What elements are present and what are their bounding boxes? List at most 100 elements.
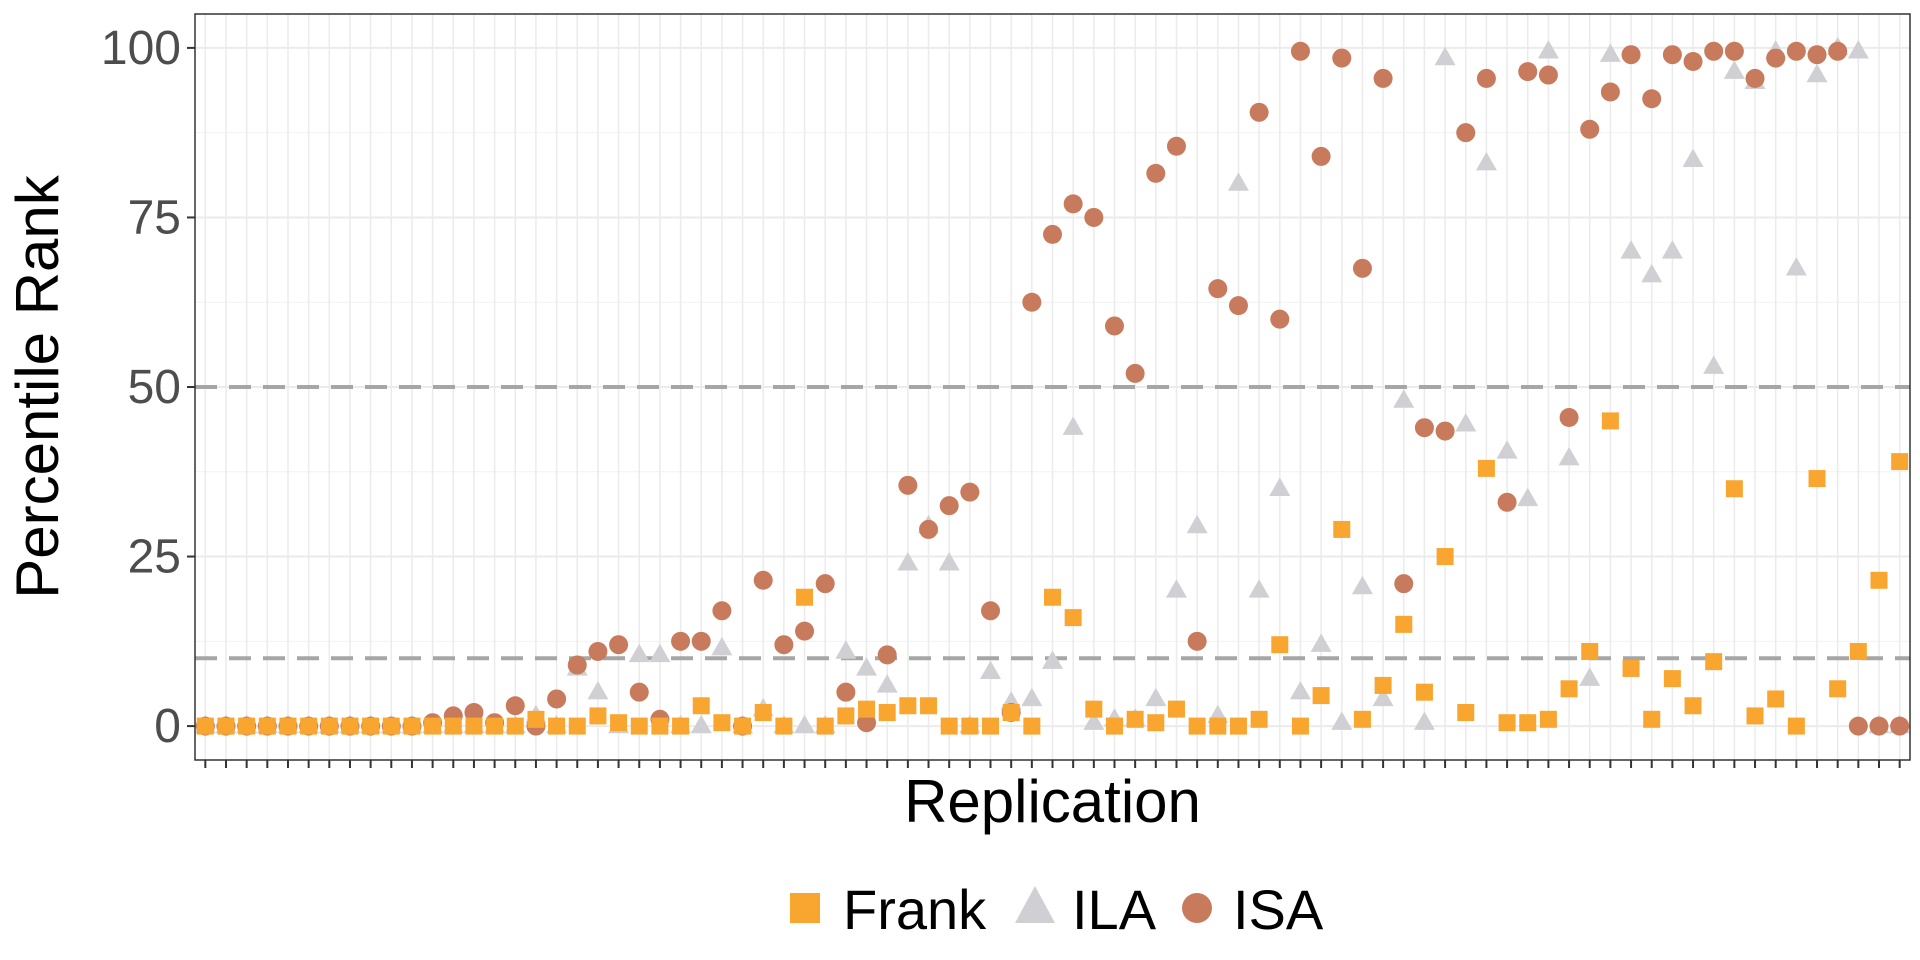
point-isa — [1538, 65, 1558, 85]
point-frank — [320, 717, 338, 735]
point-frank — [279, 717, 297, 735]
point-isa — [1084, 207, 1104, 227]
point-isa — [1869, 716, 1889, 736]
point-frank — [1684, 697, 1702, 715]
point-ila — [1165, 579, 1187, 598]
point-frank — [1044, 588, 1061, 606]
point-ila — [1517, 487, 1539, 507]
point-isa — [960, 482, 980, 502]
point-frank — [1209, 717, 1227, 735]
point-ila — [1682, 148, 1704, 168]
point-frank — [1498, 714, 1516, 732]
point-ila — [1558, 447, 1580, 466]
point-frank — [1229, 717, 1247, 735]
point-isa — [1642, 89, 1662, 109]
point-ila — [1083, 711, 1105, 730]
point-frank — [878, 704, 896, 722]
point-isa — [671, 631, 691, 651]
point-frank — [548, 717, 566, 735]
point-frank — [444, 717, 462, 735]
point-frank — [1333, 520, 1351, 538]
point-frank — [1560, 680, 1578, 698]
point-frank — [1519, 714, 1537, 732]
point-isa — [836, 682, 856, 702]
legend-label-ila: ILA — [1072, 878, 1157, 941]
point-isa — [1662, 45, 1682, 65]
point-ila — [1537, 40, 1559, 59]
point-isa — [1724, 41, 1744, 61]
point-isa — [1786, 41, 1806, 61]
point-ila — [1248, 579, 1270, 598]
point-isa — [1063, 194, 1083, 214]
point-isa — [774, 635, 794, 655]
point-frank — [1291, 717, 1309, 735]
point-ila — [690, 714, 712, 734]
point-frank — [1085, 700, 1103, 718]
legend-marker-frank — [790, 893, 820, 923]
point-ila — [1620, 240, 1642, 259]
y-tick-label: 100 — [101, 22, 181, 75]
point-frank — [1064, 609, 1082, 627]
point-isa — [1807, 45, 1827, 65]
point-frank — [1147, 714, 1165, 732]
point-isa — [795, 621, 815, 641]
point-isa — [1187, 631, 1207, 651]
point-ila — [587, 680, 609, 700]
point-ila — [1227, 172, 1249, 191]
point-frank — [403, 717, 421, 735]
point-ila — [1289, 680, 1311, 700]
point-frank — [568, 717, 586, 735]
point-frank — [630, 717, 648, 735]
x-axis-title: Replication — [904, 768, 1201, 835]
point-frank — [858, 700, 876, 718]
point-frank — [692, 697, 710, 715]
y-tick-label: 50 — [128, 361, 181, 414]
point-frank — [1746, 707, 1764, 725]
point-frank — [713, 714, 731, 732]
point-frank — [982, 717, 1000, 735]
point-isa — [1745, 68, 1765, 88]
point-ila — [1062, 416, 1084, 435]
point-frank — [796, 588, 814, 606]
point-frank — [775, 717, 793, 735]
point-isa — [1559, 408, 1579, 428]
point-ila — [1599, 43, 1621, 62]
point-frank — [506, 717, 524, 735]
point-frank — [1663, 670, 1681, 688]
point-isa — [1766, 48, 1786, 68]
point-isa — [547, 689, 567, 709]
point-isa — [609, 635, 629, 655]
point-isa — [712, 601, 732, 621]
point-isa — [629, 682, 649, 702]
point-frank — [1457, 704, 1475, 722]
point-ila — [794, 714, 816, 734]
point-isa — [1166, 136, 1186, 156]
point-isa — [1476, 68, 1496, 88]
point-isa — [464, 703, 484, 723]
point-frank — [362, 717, 380, 735]
point-frank — [1539, 710, 1557, 728]
point-ila — [1310, 633, 1332, 652]
point-frank — [1023, 717, 1041, 735]
y-axis-title: Percentile Rank — [4, 174, 71, 599]
legend-label-isa: ISA — [1233, 878, 1324, 941]
point-ila — [1331, 711, 1353, 730]
point-frank — [486, 717, 504, 735]
point-isa — [1828, 41, 1848, 61]
point-isa — [898, 475, 918, 495]
point-isa — [1518, 62, 1538, 82]
point-frank — [1105, 717, 1123, 735]
point-isa — [753, 570, 773, 590]
point-frank — [1353, 710, 1371, 728]
point-frank — [589, 707, 607, 725]
point-frank — [1870, 571, 1888, 589]
point-frank — [1250, 710, 1268, 728]
point-isa — [815, 574, 835, 594]
point-isa — [1270, 309, 1290, 329]
point-ila — [711, 636, 733, 656]
point-ila — [1475, 152, 1497, 171]
point-ila — [1806, 63, 1828, 83]
point-isa — [505, 696, 525, 716]
point-frank — [1436, 548, 1454, 566]
point-frank — [920, 697, 938, 715]
